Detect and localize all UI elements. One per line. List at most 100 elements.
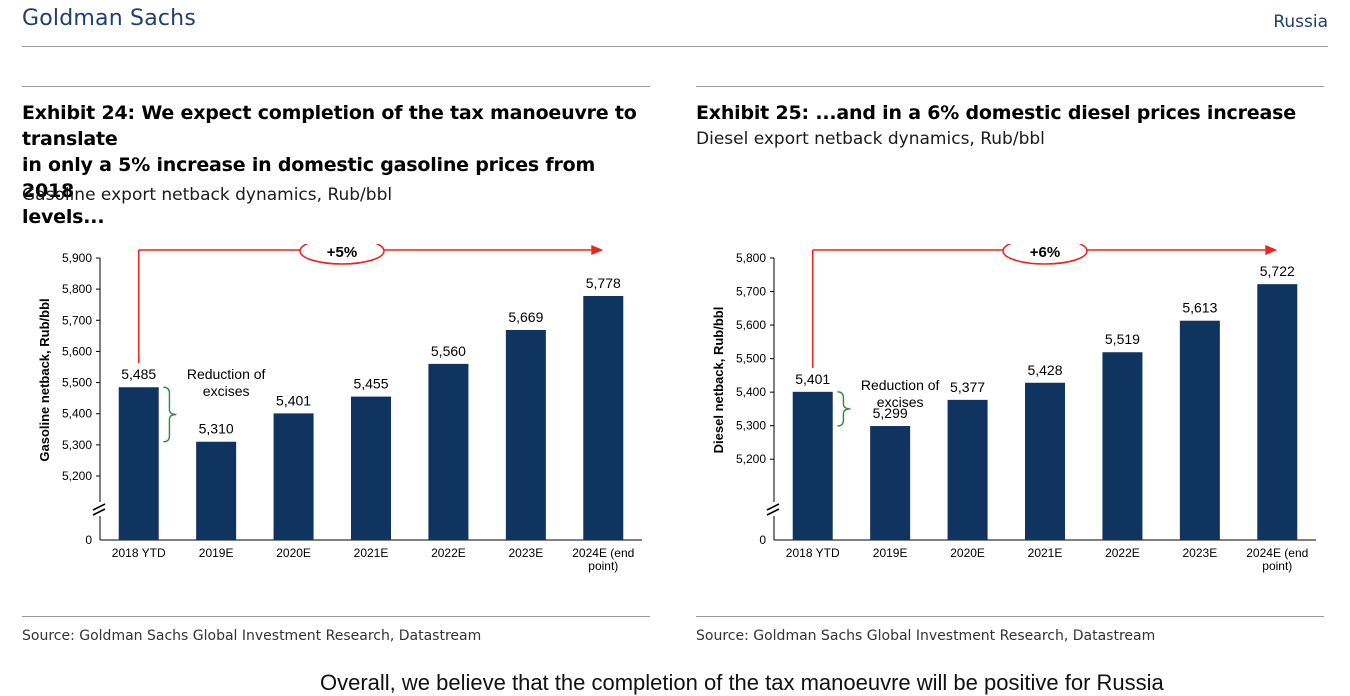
y-tick-label: 5,600 bbox=[62, 344, 92, 358]
y-tick-label: 5,700 bbox=[62, 313, 92, 327]
bar-value-label: 5,377 bbox=[950, 379, 985, 395]
bar bbox=[428, 363, 469, 540]
bar-value-label: 5,310 bbox=[199, 421, 234, 437]
x-tick-label: 2020E bbox=[276, 546, 311, 560]
change-callout-label: +6% bbox=[1030, 244, 1060, 261]
bar-value-label: 5,722 bbox=[1260, 263, 1295, 279]
y-tick-label: 5,700 bbox=[736, 285, 766, 299]
exhibit-title: Exhibit 25: ...and in a 6% domestic dies… bbox=[696, 100, 1296, 126]
source-note: Source: Goldman Sachs Global Investment … bbox=[696, 628, 1156, 644]
title-line: in only a 5% increase in domestic gasoli… bbox=[22, 154, 596, 202]
x-tick-label: 2021E bbox=[354, 546, 389, 560]
x-tick-label: 2018 YTD bbox=[112, 546, 166, 560]
x-tick-label: point) bbox=[588, 559, 618, 573]
exhibit-subtitle: Diesel export netback dynamics, Rub/bbl bbox=[696, 129, 1045, 149]
y-tick-label: 5,400 bbox=[62, 407, 92, 421]
y-tick-label: 5,300 bbox=[736, 419, 766, 433]
excise-note-label: Reduction of bbox=[187, 366, 266, 382]
bar bbox=[273, 413, 314, 540]
bar-value-label: 5,428 bbox=[1027, 362, 1062, 378]
y-tick-label: 5,900 bbox=[62, 251, 92, 265]
bar bbox=[351, 396, 391, 540]
title-line: levels... bbox=[22, 206, 105, 228]
region-label: Russia bbox=[1273, 12, 1328, 32]
change-arrow-head bbox=[1265, 245, 1278, 255]
bar-value-label: 5,401 bbox=[795, 371, 830, 387]
change-callout-label: +5% bbox=[327, 244, 357, 261]
y-tick-label: 5,200 bbox=[62, 469, 92, 483]
y-tick-label: 5,200 bbox=[736, 452, 766, 466]
x-tick-label: 2018 YTD bbox=[786, 546, 840, 560]
y-tick-label: 5,500 bbox=[736, 352, 766, 366]
bar bbox=[870, 426, 911, 540]
x-tick-label: 2020E bbox=[950, 546, 985, 560]
bar bbox=[792, 391, 833, 540]
exhibit-25-panel: Exhibit 25: ...and in a 6% domestic dies… bbox=[696, 86, 1324, 656]
header-divider bbox=[22, 46, 1328, 47]
y-tick-label: 5,400 bbox=[736, 385, 766, 399]
excise-bracket bbox=[163, 386, 177, 443]
bar-value-label: 5,519 bbox=[1105, 331, 1140, 347]
bar bbox=[947, 399, 988, 540]
gasoline-netback-chart: 5,200 5,300 5,400 5,500 5,600 5,700 5,800 5,900… bbox=[37, 244, 642, 573]
bar-value-label: 5,560 bbox=[431, 343, 466, 359]
x-tick-label: 2024E (end bbox=[1246, 546, 1308, 560]
bar bbox=[583, 295, 624, 540]
y-axis-title: Diesel netback, Rub/bbl bbox=[711, 307, 726, 454]
source-note: Source: Goldman Sachs Global Investment … bbox=[22, 628, 482, 644]
x-tick-label: 2021E bbox=[1028, 546, 1063, 560]
brand-logo: Goldman Sachs bbox=[22, 6, 196, 31]
bar-value-label: 5,778 bbox=[586, 275, 621, 291]
bar bbox=[1025, 382, 1065, 540]
bar-value-label: 5,613 bbox=[1182, 300, 1217, 316]
x-tick-label: 2022E bbox=[1105, 546, 1140, 560]
bar-value-label: 5,299 bbox=[873, 405, 908, 421]
body-paragraph: Overall, we believe that the completion … bbox=[320, 670, 1164, 695]
x-tick-label: 2019E bbox=[873, 546, 908, 560]
bar bbox=[118, 387, 159, 540]
y-axis-title: Gasoline netback, Rub/bbl bbox=[37, 298, 52, 461]
x-tick-label: 2023E bbox=[509, 546, 544, 560]
bar-value-label: 5,401 bbox=[276, 392, 311, 408]
change-arrow-head bbox=[591, 245, 604, 255]
bar-value-label: 5,485 bbox=[121, 366, 156, 382]
axis-break-mark bbox=[92, 503, 106, 511]
change-callout-ellipse bbox=[299, 244, 385, 265]
y-zero-label: 0 bbox=[759, 533, 766, 547]
excise-note-label: excises bbox=[877, 394, 924, 410]
axis-break-mark bbox=[766, 503, 780, 511]
y-tick-label: 5,500 bbox=[62, 376, 92, 390]
y-tick-label: 5,300 bbox=[62, 438, 92, 452]
bar bbox=[196, 441, 237, 540]
x-tick-label: 2019E bbox=[199, 546, 234, 560]
exhibit-subtitle: Gasoline export netback dynamics, Rub/bb… bbox=[22, 185, 393, 205]
title-line: Exhibit 24: We expect completion of the … bbox=[22, 102, 637, 150]
x-tick-label: 2024E (end bbox=[572, 546, 634, 560]
axis-break-mark bbox=[92, 508, 106, 516]
bar bbox=[505, 329, 546, 540]
excise-note-label: Reduction of bbox=[861, 377, 940, 393]
panel-top-divider bbox=[696, 86, 1324, 87]
bar bbox=[1257, 284, 1298, 540]
diesel-netback-chart: 5,200 5,300 5,400 5,500 5,600 5,700 5,800 0 Dies… bbox=[711, 244, 1316, 573]
bar bbox=[1102, 352, 1143, 540]
axis-break-mark bbox=[766, 508, 780, 516]
y-tick-label: 5,800 bbox=[736, 251, 766, 265]
exhibit-24-panel: Exhibit 24: We expect completion of the … bbox=[22, 86, 650, 656]
panel-bottom-divider bbox=[696, 616, 1324, 617]
x-tick-label: point) bbox=[1262, 559, 1292, 573]
y-tick-label: 5,800 bbox=[62, 282, 92, 296]
bar bbox=[1179, 320, 1220, 540]
excise-bracket bbox=[837, 391, 851, 427]
panel-bottom-divider bbox=[22, 616, 650, 617]
x-tick-label: 2022E bbox=[431, 546, 466, 560]
bar-value-label: 5,455 bbox=[353, 376, 388, 392]
panel-top-divider bbox=[22, 86, 650, 87]
exhibit-title: Exhibit 24: We expect completion of the … bbox=[22, 100, 650, 230]
bar-value-label: 5,669 bbox=[508, 309, 543, 325]
x-tick-label: 2023E bbox=[1183, 546, 1218, 560]
title-line: Exhibit 25: ...and in a 6% domestic dies… bbox=[696, 102, 1296, 124]
y-tick-label: 5,600 bbox=[736, 318, 766, 332]
excise-note-label: excises bbox=[203, 383, 250, 399]
change-callout-ellipse bbox=[1002, 244, 1088, 265]
